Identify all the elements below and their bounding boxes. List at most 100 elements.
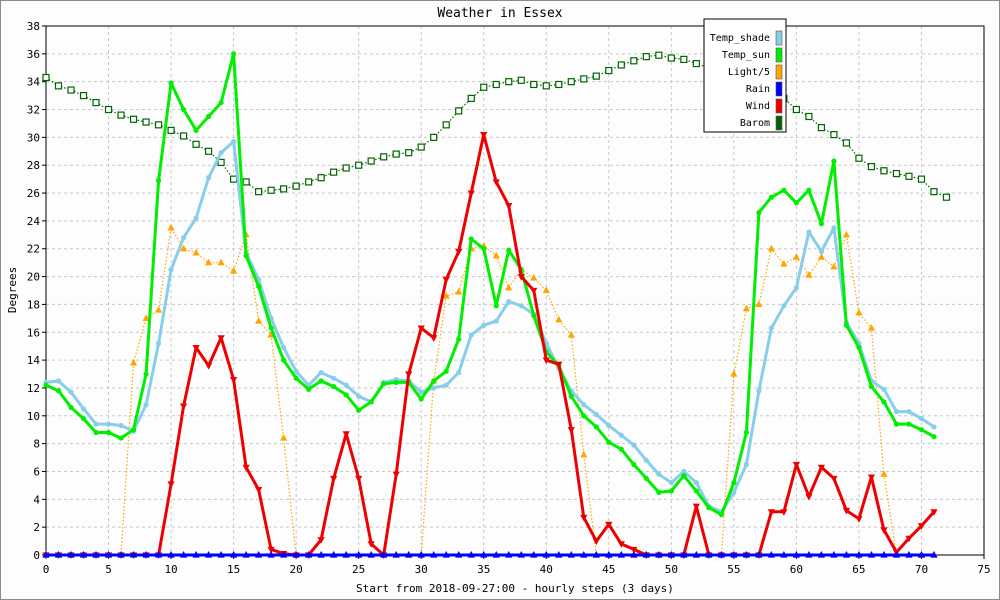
barom-point	[417, 143, 425, 151]
temp-shade-point	[218, 150, 224, 156]
barom-point	[54, 82, 63, 90]
rain-point	[817, 551, 826, 558]
series-rain	[42, 551, 938, 558]
series-line-wind	[46, 133, 936, 557]
rain-point	[292, 551, 300, 558]
temp-shade-point	[593, 411, 599, 417]
barom-point	[179, 132, 188, 140]
barom-point	[67, 86, 75, 94]
rain-point	[192, 551, 200, 558]
temp-shade-point	[506, 299, 512, 305]
temp-sun-point	[343, 392, 349, 398]
barom-point	[917, 175, 926, 183]
barom-point	[480, 83, 488, 91]
rain-point	[67, 551, 75, 558]
temp-shade-point	[581, 402, 587, 408]
temp-shade-point	[418, 389, 424, 395]
temp-sun-point	[656, 489, 662, 495]
barom-point	[79, 92, 88, 100]
temp-sun-point	[881, 399, 887, 405]
y-tick-label: 10	[27, 410, 40, 423]
barom-point	[280, 185, 288, 193]
temp-sun-point	[80, 415, 87, 422]
x-tick-label: 15	[227, 563, 240, 576]
temp-sun-point	[581, 413, 587, 419]
series-wind	[42, 131, 938, 559]
temp-sun-point	[631, 461, 637, 468]
light-5-point	[817, 253, 826, 260]
temp-sun-point	[831, 158, 837, 164]
light-5-point	[730, 370, 738, 377]
rain-point	[542, 551, 550, 558]
temp-shade-point	[631, 442, 637, 448]
y-tick-label: 34	[27, 76, 41, 89]
barom-point	[580, 75, 588, 83]
light-5-point	[542, 286, 550, 294]
temp-sun-point	[668, 488, 674, 494]
rain-point	[805, 551, 813, 558]
grid-lines	[46, 26, 984, 555]
temp-shade-point	[818, 248, 825, 255]
series-line-barom	[45, 54, 947, 198]
temp-sun-point	[931, 434, 937, 440]
x-tick-label: 5	[105, 563, 112, 576]
x-tick-label: 65	[852, 563, 865, 576]
temp-shade-point	[906, 409, 912, 415]
temp-shade-point	[431, 385, 437, 391]
temp-shade-point	[606, 422, 612, 429]
temp-shade-point	[768, 325, 774, 331]
wind-point	[880, 527, 888, 534]
wind-point	[605, 521, 613, 529]
temp-sun-point	[93, 429, 99, 436]
rain-point	[167, 551, 175, 558]
wind-point	[455, 248, 463, 256]
barom-point	[405, 149, 413, 157]
wind-point	[855, 516, 863, 523]
rain-point	[430, 551, 438, 558]
barom-point	[380, 153, 388, 161]
rain-point	[154, 551, 163, 558]
temp-sun-point	[731, 480, 737, 486]
temp-sun-point	[381, 381, 387, 387]
light-5-point	[780, 260, 788, 267]
temp-sun-point	[493, 303, 499, 309]
light-5-point	[154, 305, 163, 313]
temp-sun-point	[243, 253, 249, 259]
wind-point	[492, 179, 500, 186]
temp-shade-point	[281, 344, 287, 351]
temp-shade-point	[893, 409, 900, 415]
temp-sun-point	[756, 209, 762, 216]
temp-shade-point	[481, 322, 487, 328]
temp-shade-point	[731, 489, 737, 495]
rain-point	[405, 551, 413, 558]
rain-point	[492, 551, 500, 558]
legend: Temp_shade Temp_sun Light/5 Rain Wind Barom	[703, 18, 787, 133]
rain-point	[855, 551, 863, 558]
temp-sun-point	[55, 388, 62, 394]
wind-point	[179, 403, 188, 411]
barom-point	[605, 66, 613, 75]
wind-point	[617, 541, 625, 548]
temp-sun-point	[906, 421, 912, 427]
wind-point	[317, 537, 325, 544]
barom-point	[129, 115, 138, 123]
barom-point	[267, 186, 275, 194]
temp-shade-point	[155, 340, 162, 346]
y-tick-label: 18	[27, 298, 40, 311]
x-tick-label: 45	[602, 563, 615, 576]
legend-swatch-light-5	[775, 64, 783, 80]
rain-point	[392, 551, 400, 558]
wind-point	[405, 371, 413, 379]
temp-sun-point	[868, 383, 875, 390]
rain-point	[280, 551, 288, 558]
rain-point	[179, 551, 188, 558]
x-axis-label: Start from 2018-09-27:00 - hourly steps …	[356, 582, 674, 595]
barom-point	[842, 139, 851, 147]
temp-shade-point	[456, 370, 462, 376]
temp-sun-point	[618, 446, 624, 452]
temp-shade-point	[668, 480, 674, 486]
y-tick-label: 24	[27, 215, 41, 228]
wind-point	[392, 471, 400, 479]
y-tick-label: 6	[33, 465, 40, 478]
y-tick-label: 8	[33, 438, 40, 451]
